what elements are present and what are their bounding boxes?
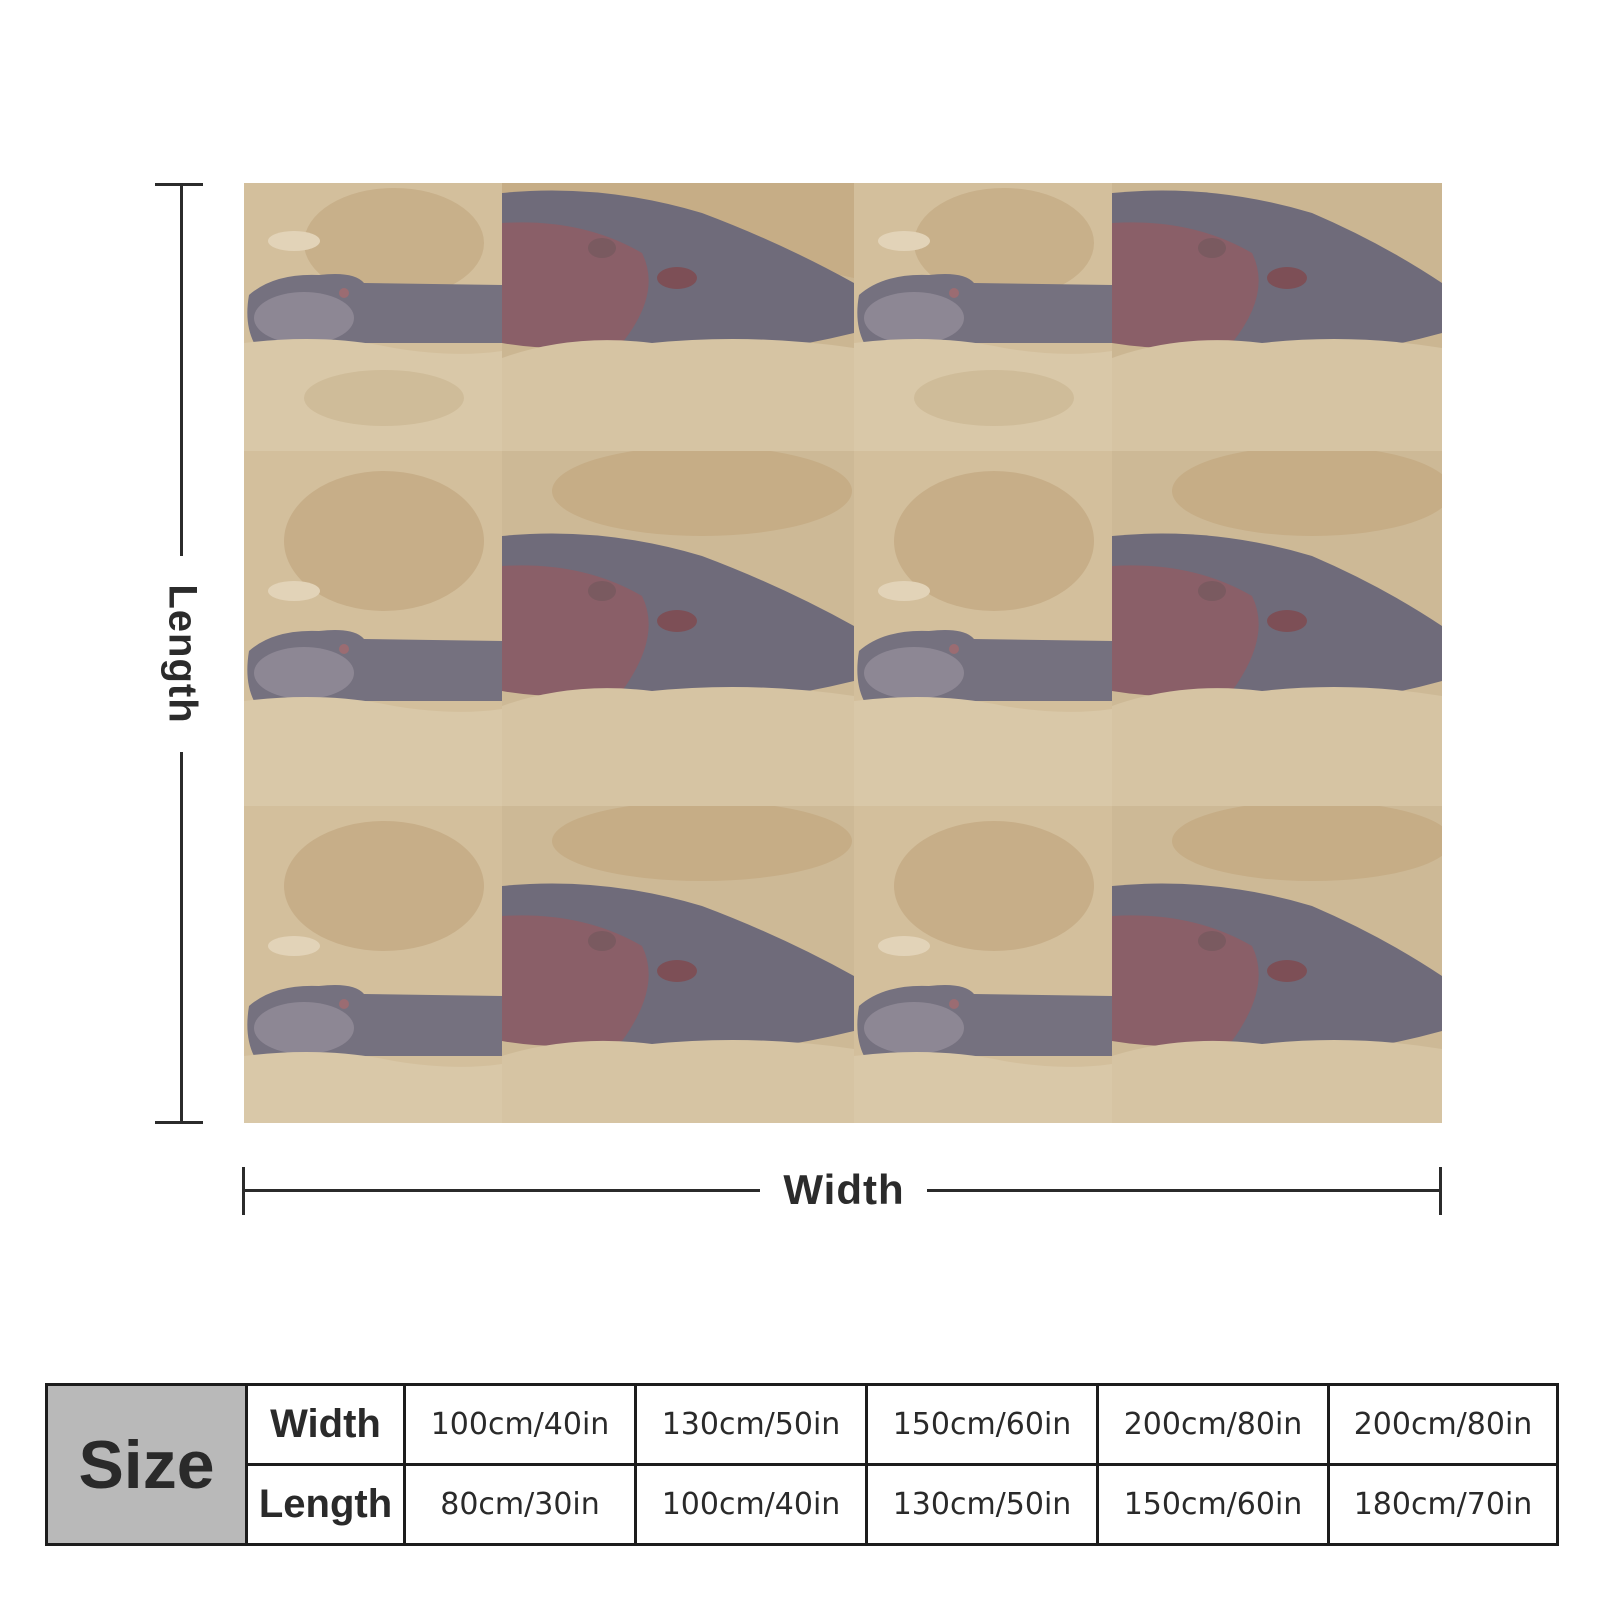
pattern-tile-small-hippo — [244, 806, 502, 1123]
size-row-length: Length 80cm/30in 100cm/40in 130cm/50in 1… — [47, 1463, 1559, 1546]
pattern-tile-large-hippo — [1112, 451, 1442, 806]
pattern-tile-small-hippo — [854, 183, 1112, 451]
pattern-tile-small-hippo — [244, 451, 502, 806]
size-header: Size — [45, 1383, 248, 1546]
width-marker-line — [927, 1189, 1441, 1192]
length-marker-top-cap — [155, 183, 203, 186]
pattern-tile-small-hippo — [854, 806, 1112, 1123]
pattern-tile-large-hippo — [1112, 183, 1442, 451]
length-marker-line — [180, 183, 183, 556]
length-marker-line — [180, 752, 183, 1123]
blanket-preview — [244, 183, 1442, 1123]
length-cell: 100cm/40in — [634, 1463, 868, 1546]
length-label: Length — [160, 584, 205, 724]
pattern-tile-large-hippo — [502, 806, 854, 1123]
pattern-tile-large-hippo — [502, 183, 854, 451]
width-marker-line — [242, 1189, 760, 1192]
width-cell: 100cm/40in — [403, 1383, 637, 1466]
pattern-tile-large-hippo — [1112, 806, 1442, 1123]
width-cell: 200cm/80in — [1327, 1383, 1559, 1466]
length-cell: 80cm/30in — [403, 1463, 637, 1546]
length-row-label: Length — [245, 1463, 406, 1546]
width-cell: 130cm/50in — [634, 1383, 868, 1466]
width-cell: 150cm/60in — [865, 1383, 1099, 1466]
length-marker-bottom-cap — [155, 1121, 203, 1124]
size-row-width: Size Width 100cm/40in 130cm/50in 150cm/6… — [45, 1383, 1559, 1546]
length-cell: 180cm/70in — [1327, 1463, 1559, 1546]
pattern-tile-large-hippo — [502, 451, 854, 806]
length-cell: 130cm/50in — [865, 1463, 1099, 1546]
width-label: Width — [783, 1166, 905, 1213]
width-cell: 200cm/80in — [1096, 1383, 1330, 1466]
width-marker-right-cap — [1439, 1167, 1442, 1215]
size-chart-table: Size Width 100cm/40in 130cm/50in 150cm/6… — [45, 1383, 1559, 1546]
width-row-label: Width — [245, 1383, 406, 1466]
pattern-tile-small-hippo — [854, 451, 1112, 806]
length-cell: 150cm/60in — [1096, 1463, 1330, 1546]
pattern-tile-small-hippo — [244, 183, 502, 451]
